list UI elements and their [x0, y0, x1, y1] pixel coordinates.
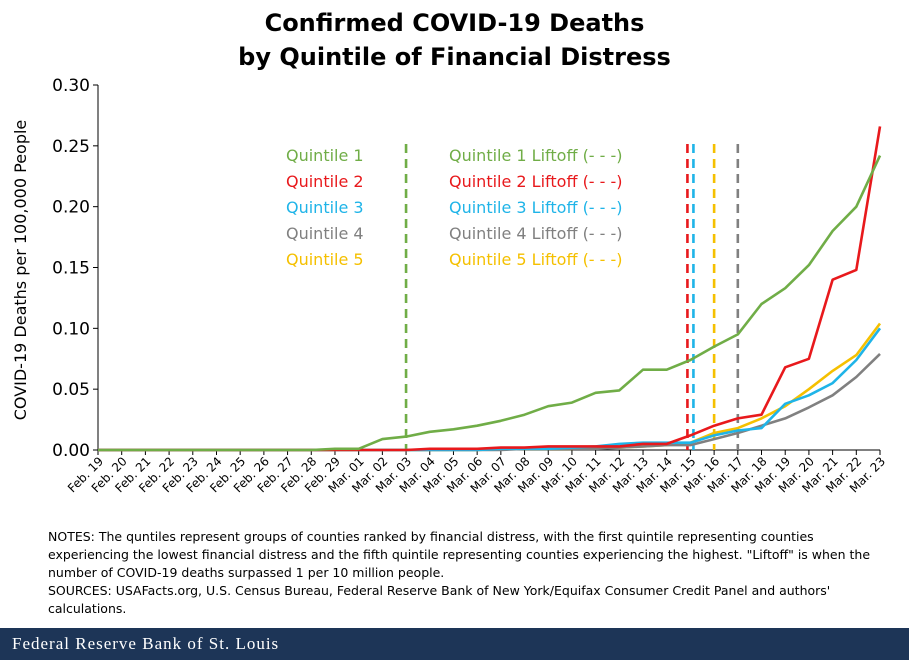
liftoff-lines [404, 144, 740, 450]
series-line [98, 322, 882, 452]
y-tick-label: 0.25 [52, 137, 90, 157]
y-tick-label: 0.10 [52, 319, 90, 339]
legend-entry-liftoff: Quintile 5 Liftoff (- - -) [449, 250, 623, 269]
legend-entry: Quintile 1 [286, 146, 364, 165]
legend-entry-liftoff: Quintile 1 Liftoff (- - -) [449, 146, 623, 165]
series-line [98, 352, 881, 452]
sources-text: SOURCES: USAFacts.org, U.S. Census Burea… [48, 583, 831, 616]
y-tick-label: 0.15 [52, 259, 90, 279]
y-tick-label: 0.30 [52, 76, 90, 96]
notes: NOTES: The quntiles represent groups of … [48, 528, 878, 618]
legend-entry: Quintile 5 [286, 250, 364, 269]
chart-title-line1: Confirmed COVID-19 Deaths [264, 9, 645, 37]
y-tick-label: 0.05 [52, 380, 90, 400]
y-tick-label: 0.20 [52, 198, 90, 218]
series-lines [98, 126, 882, 452]
notes-text: NOTES: The quntiles represent groups of … [48, 529, 871, 580]
footer-bar: Federal Reserve Bank of St. Louis [0, 628, 909, 660]
y-tick-label: 0.00 [52, 441, 90, 461]
series-line [98, 155, 882, 452]
legend-entry: Quintile 3 [286, 198, 364, 217]
legend-entry-liftoff: Quintile 2 Liftoff (- - -) [449, 172, 623, 191]
chart-title: Confirmed COVID-19 Deaths by Quintile of… [0, 6, 909, 74]
y-axis-label: COVID-19 Deaths per 100,000 People [11, 120, 30, 421]
footer-logo-text: Federal Reserve Bank of St. Louis [12, 634, 280, 653]
legend-entry-liftoff: Quintile 4 Liftoff (- - -) [449, 224, 623, 243]
legend: Quintile 1 Quintile 2 Quintile 3 Quintile 4… [286, 146, 623, 269]
series-line [98, 327, 882, 452]
legend-entry: Quintile 2 [286, 172, 364, 191]
legend-entry: Quintile 4 [286, 224, 364, 243]
chart-title-line2: by Quintile of Financial Distress [238, 43, 671, 71]
legend-entry-liftoff: Quintile 3 Liftoff (- - -) [449, 198, 623, 217]
